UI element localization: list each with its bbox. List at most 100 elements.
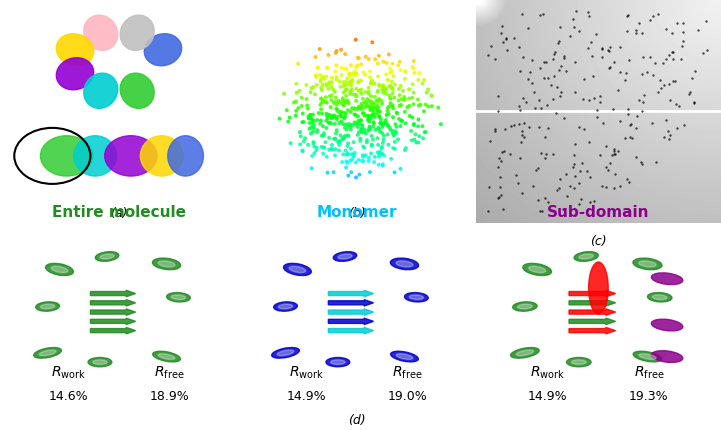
Point <box>372 135 384 142</box>
Point <box>325 121 337 128</box>
Point <box>567 164 578 171</box>
Point <box>331 102 342 109</box>
Point <box>602 167 614 174</box>
Point <box>308 123 319 129</box>
Point <box>399 95 410 102</box>
Point <box>658 60 669 67</box>
Point <box>326 80 337 87</box>
Ellipse shape <box>168 136 203 177</box>
Point <box>310 54 322 61</box>
Point <box>514 68 526 75</box>
Point <box>362 113 373 120</box>
Point <box>330 63 342 70</box>
Point <box>322 52 334 59</box>
Point <box>317 98 329 105</box>
Point <box>419 129 430 136</box>
Point <box>373 114 385 121</box>
Point <box>360 131 371 138</box>
Ellipse shape <box>513 302 537 311</box>
Point <box>414 71 425 77</box>
Point <box>324 93 336 100</box>
Point <box>394 59 405 66</box>
Point <box>382 132 394 138</box>
Point <box>359 127 371 134</box>
Point <box>321 81 332 88</box>
Point <box>322 113 333 120</box>
Point <box>404 103 415 110</box>
Point <box>376 144 388 151</box>
Point <box>294 129 306 136</box>
Point <box>420 129 432 136</box>
Point <box>372 142 384 149</box>
Point <box>676 43 688 50</box>
Point <box>337 136 349 143</box>
Point <box>323 86 335 93</box>
Point <box>377 161 389 168</box>
Point <box>622 106 633 113</box>
Point <box>547 57 559 64</box>
Point <box>486 43 497 50</box>
Point <box>495 192 507 199</box>
Point <box>408 123 420 129</box>
Point <box>313 111 324 117</box>
Point <box>308 139 319 146</box>
Point <box>564 183 575 190</box>
Point <box>342 100 353 107</box>
Point <box>307 84 319 91</box>
Point <box>337 151 349 158</box>
Point <box>364 75 376 82</box>
Ellipse shape <box>653 295 667 300</box>
Point <box>404 113 415 120</box>
Point <box>333 98 345 105</box>
Point <box>290 113 301 120</box>
Point <box>668 56 679 63</box>
Point <box>355 105 366 112</box>
Point <box>547 151 558 158</box>
Point <box>415 102 426 109</box>
Ellipse shape <box>93 360 107 365</box>
Point <box>394 92 405 99</box>
Point <box>539 76 550 83</box>
Point <box>355 138 366 145</box>
Point <box>352 63 363 70</box>
Point <box>325 97 337 104</box>
Point <box>296 148 308 155</box>
Point <box>350 122 361 129</box>
Point <box>395 102 407 109</box>
Ellipse shape <box>572 360 586 365</box>
Point <box>636 71 647 78</box>
Point <box>526 80 537 87</box>
Point <box>495 158 507 165</box>
Point <box>376 86 388 93</box>
Point <box>515 156 526 163</box>
Point <box>669 78 681 85</box>
Point <box>308 141 319 147</box>
Point <box>314 46 325 53</box>
Point <box>348 92 360 99</box>
Text: Sub-domain: Sub-domain <box>547 204 650 219</box>
Ellipse shape <box>274 302 297 311</box>
Ellipse shape <box>167 293 190 302</box>
Point <box>311 145 322 152</box>
Point <box>363 91 374 98</box>
Ellipse shape <box>104 52 134 74</box>
Text: 14.9%: 14.9% <box>287 389 326 402</box>
Point <box>304 126 315 133</box>
Point <box>363 104 375 111</box>
Point <box>386 68 398 75</box>
Point <box>343 71 355 78</box>
Point <box>386 104 398 111</box>
Point <box>365 125 376 132</box>
Point <box>330 99 342 106</box>
Point <box>535 105 547 112</box>
Point <box>342 152 354 159</box>
Point <box>619 135 630 142</box>
Point <box>373 99 384 106</box>
Ellipse shape <box>391 351 418 362</box>
Text: 19.0%: 19.0% <box>387 389 428 402</box>
Point <box>312 65 324 72</box>
Ellipse shape <box>588 262 609 314</box>
Point <box>346 87 358 94</box>
Point <box>346 77 358 84</box>
Point <box>303 116 314 123</box>
